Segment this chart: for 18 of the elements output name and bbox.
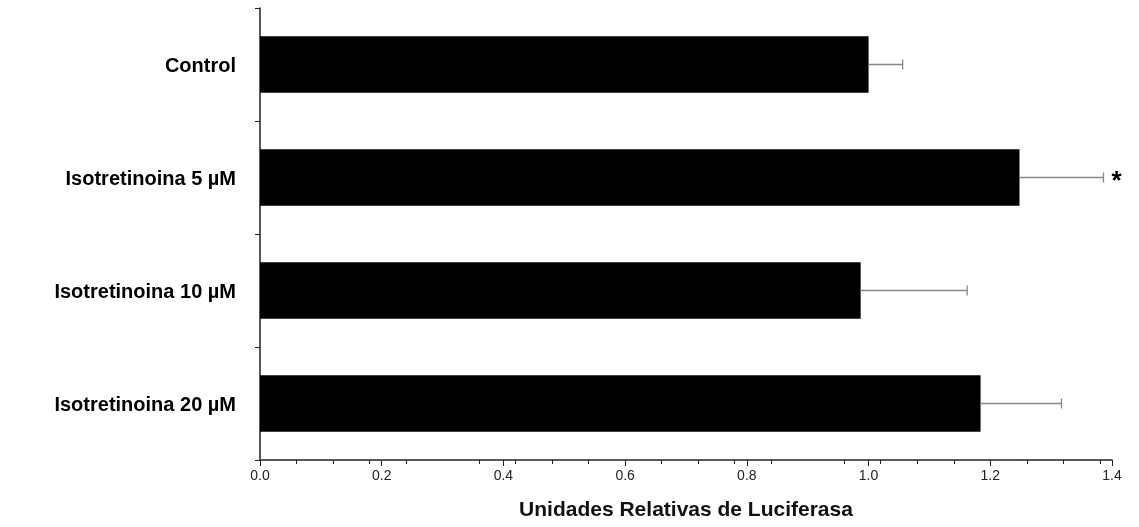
y-tick-label: Isotretinoina 10 µM <box>54 279 236 302</box>
x-tick-label: 0.8 <box>737 467 757 483</box>
x-tick-label: 0.0 <box>250 467 270 483</box>
y-tick-label: Isotretinoina 20 µM <box>54 392 236 415</box>
bar <box>260 36 869 93</box>
x-tick-label: 0.2 <box>371 467 392 483</box>
x-tick-label: 0.4 <box>493 467 514 483</box>
bar <box>260 262 861 319</box>
bar <box>260 149 1020 206</box>
x-tick-label: 1.0 <box>858 467 879 483</box>
x-tick-label: 1.4 <box>1102 467 1122 483</box>
annotation: * <box>1111 164 1123 195</box>
x-tick-label: 1.2 <box>980 467 1001 483</box>
y-tick-label: Control <box>164 53 236 76</box>
y-tick-label: Isotretinoina 5 µM <box>65 166 236 189</box>
x-tick-label: 0.6 <box>615 467 636 483</box>
x-axis-title: Unidades Relativas de Luciferasa <box>519 497 854 520</box>
bar <box>260 375 981 432</box>
